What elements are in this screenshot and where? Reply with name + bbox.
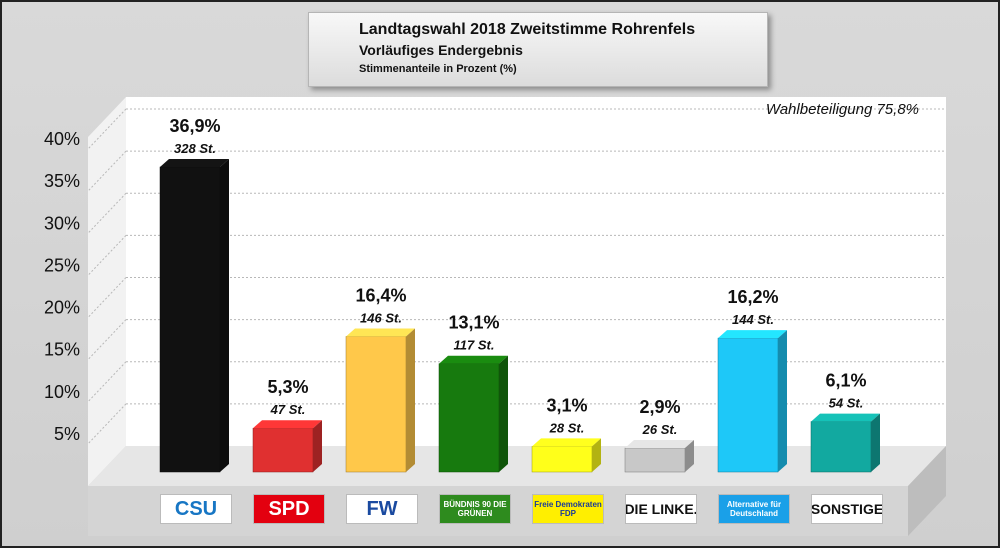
bar [438,363,500,473]
bar-value-label: 36,9% [169,116,220,136]
chart-subtitle: Vorläufiges Endergebnis [359,42,523,58]
bar-value-label: 6,1% [825,371,866,391]
y-tick-label: 5% [54,424,80,444]
party-logo-text: Freie Demokraten FDP [534,500,602,518]
party-logo: Alternative für Deutschland [718,494,790,524]
gridline-side [87,150,127,192]
bar-side [871,413,880,472]
bar-votes-label: 47 St. [270,402,306,417]
bar-value-label: 5,3% [267,377,308,397]
party-logo-text: CSU [174,497,218,520]
bar-side [220,159,229,472]
bar-side [592,438,601,472]
chart-subtitle-units: Stimmenanteile in Prozent (%) [359,63,517,75]
party-logo-text: SONSTIGE [811,501,883,517]
party-logo: DIE LINKE. [625,494,697,524]
bar-votes-label: 54 St. [829,396,864,411]
bar [624,447,686,473]
party-logo: BÜNDNIS 90 DIE GRÜNEN [439,494,511,524]
bar-value-label: 13,1% [448,313,499,333]
gridline-side [87,361,127,403]
bar-side [685,440,694,472]
y-tick-label: 20% [44,298,80,318]
plot-side-wall [88,97,126,486]
y-tick-label: 40% [44,129,80,149]
bar-votes-label: 28 St. [549,420,585,435]
bar-votes-label: 144 St. [732,312,774,327]
y-tick-label: 25% [44,255,80,275]
bar [345,336,407,473]
bar-votes-label: 117 St. [454,338,495,353]
party-logo-text: Alternative für Deutschland [726,500,782,518]
y-tick-label: 30% [44,213,80,233]
plot-back-wall [126,97,946,446]
title-box: Landtagswahl 2018 Zweitstimme Rohrenfels… [308,12,768,87]
party-logo-text: FW [366,497,398,520]
bar-top [160,159,229,167]
plot-floor-side [908,446,946,536]
bar-top [346,328,415,337]
bar-value-label: 2,9% [639,397,680,417]
turnout-annotation: Wahlbeteiligung 75,8% [766,101,919,118]
bar-side [778,330,787,472]
gridline-side [87,277,127,318]
bar-top [811,413,880,422]
bar-top [439,355,508,364]
bar-side [406,328,415,472]
gridline-side [87,319,127,360]
party-logo: CSU [160,494,232,524]
bar-votes-label: 146 St. [360,310,402,325]
chart-title: Landtagswahl 2018 Zweitstimme Rohrenfels [359,21,696,38]
party-logo: SPD [253,494,325,524]
party-logo-text: BÜNDNIS 90 DIE GRÜNEN [443,500,507,518]
bar [159,166,221,473]
gridline-side [87,108,127,150]
bar [252,427,314,473]
y-tick-label: 10% [44,382,80,402]
y-tick-label: 35% [44,171,80,191]
bar-votes-label: 26 St. [642,422,678,437]
party-logo: FW [346,494,418,524]
bar [717,337,779,473]
bar-votes-label: 328 St. [174,141,216,156]
gridline-side [87,403,127,445]
bar-top [532,438,601,447]
bar-value-label: 3,1% [546,395,587,415]
party-logo: Freie Demokraten FDP [532,494,604,524]
bar [531,446,593,473]
bar-top [625,440,694,449]
gridline-side [87,235,127,276]
bar-side [499,355,508,472]
gridline-side [87,192,127,234]
party-logo-text: DIE LINKE. [625,501,697,517]
bar-side [313,420,322,472]
party-logo: SONSTIGE [811,494,883,524]
y-tick-label: 15% [44,340,80,360]
bar-value-label: 16,4% [355,285,406,305]
bar-top [253,420,322,429]
bar-value-label: 16,2% [727,287,778,307]
party-logo-text: SPD [268,497,310,520]
bar-top [718,330,787,339]
bar [810,421,872,473]
